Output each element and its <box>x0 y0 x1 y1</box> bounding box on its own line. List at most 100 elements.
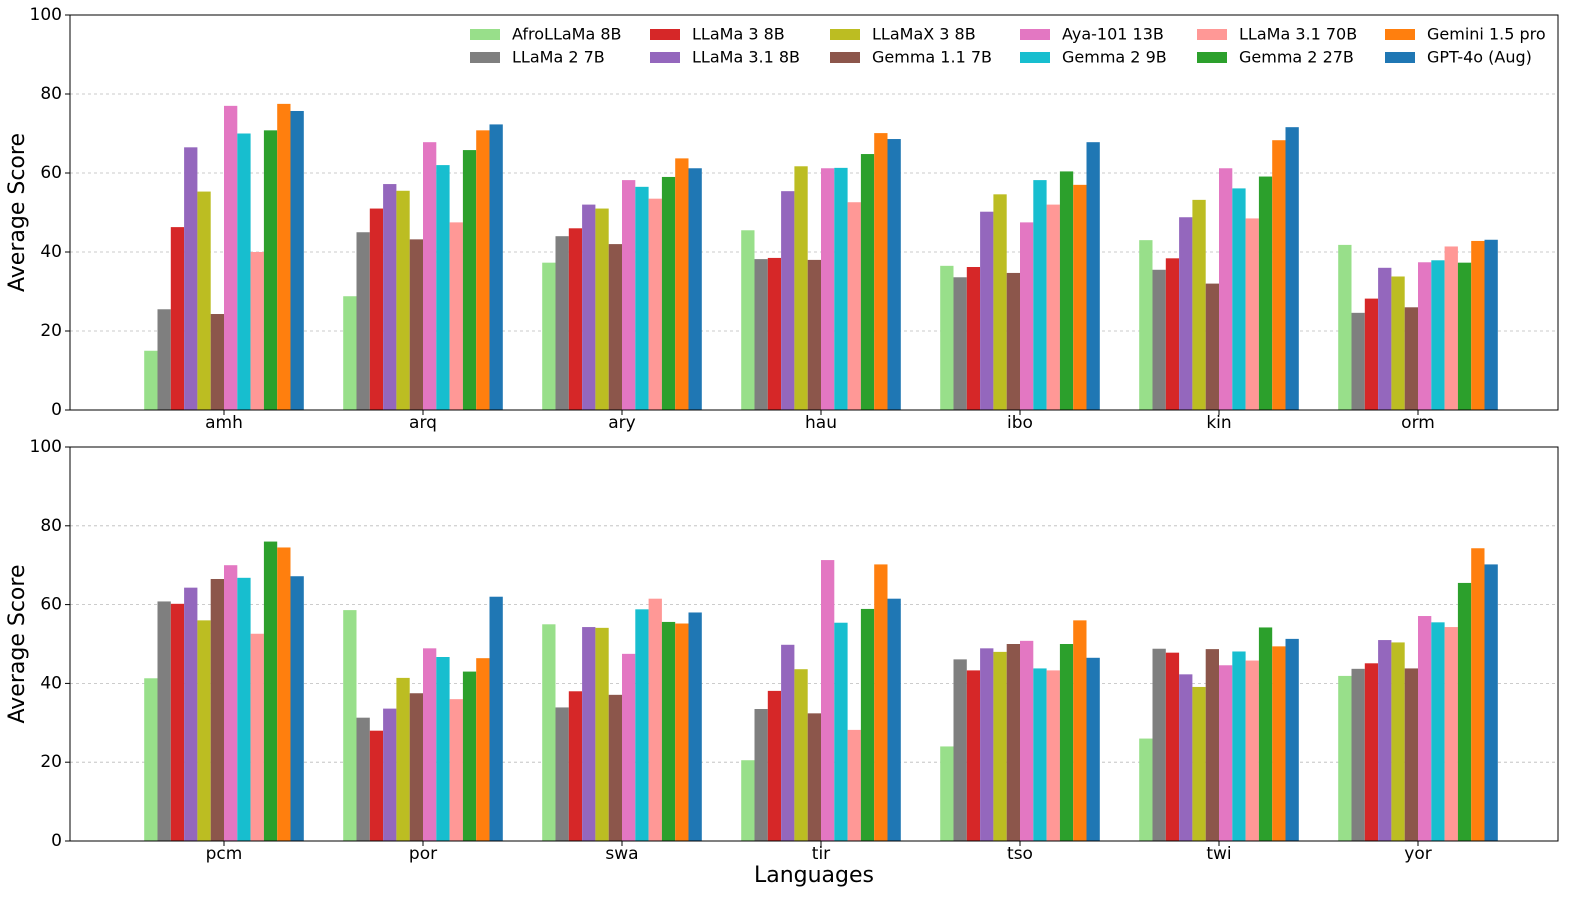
bar <box>1285 638 1299 841</box>
bar <box>1205 283 1219 410</box>
bar <box>1418 262 1432 410</box>
bar <box>1444 627 1458 841</box>
bar <box>1351 668 1365 841</box>
bar <box>847 729 861 841</box>
bar <box>436 657 450 841</box>
bar <box>1219 168 1233 410</box>
bar <box>1192 686 1206 841</box>
bar <box>356 232 370 410</box>
bar <box>953 277 967 410</box>
bar <box>1404 307 1418 410</box>
bar <box>290 576 304 841</box>
bar <box>1073 620 1087 841</box>
bar <box>1046 204 1060 410</box>
bar <box>1457 582 1472 841</box>
bar <box>608 244 622 410</box>
bar <box>595 627 609 841</box>
bar <box>688 612 702 841</box>
bar <box>1139 738 1153 841</box>
bar <box>343 296 357 410</box>
bar <box>966 267 981 410</box>
bar <box>449 222 463 410</box>
bar <box>661 176 676 410</box>
bar <box>184 147 198 410</box>
bar <box>144 350 158 410</box>
bar <box>1471 548 1485 841</box>
y-tick-label: 0 <box>51 831 62 851</box>
legend-swatch <box>1385 29 1415 40</box>
bar <box>383 184 397 410</box>
bar <box>887 598 901 841</box>
bar <box>542 262 556 410</box>
bar <box>767 690 782 841</box>
bar <box>1192 199 1206 410</box>
bar <box>1006 644 1020 841</box>
legend-label: GPT-4o (Aug) <box>1427 48 1532 67</box>
bar <box>966 670 981 841</box>
bar <box>1219 665 1233 841</box>
bar <box>980 648 994 841</box>
bar <box>250 252 264 410</box>
bar <box>1258 627 1273 841</box>
bar <box>423 142 437 410</box>
bar <box>436 165 450 410</box>
legend-swatch <box>1020 29 1050 40</box>
bar <box>277 103 291 410</box>
x-tick-label: yor <box>1404 844 1431 864</box>
bar <box>1086 657 1100 841</box>
y-tick-label: 100 <box>30 5 62 25</box>
bar <box>874 564 888 841</box>
bar <box>582 627 596 841</box>
bar <box>1272 646 1286 841</box>
y-tick-label: 80 <box>40 516 62 536</box>
bar <box>396 190 410 410</box>
x-tick-label: tso <box>1007 844 1033 864</box>
y-tick-label: 40 <box>40 242 62 262</box>
y-tick-label: 60 <box>40 163 62 183</box>
bar <box>1364 663 1379 841</box>
bar <box>210 314 224 410</box>
bar <box>1152 648 1166 841</box>
bar <box>462 150 477 410</box>
y-tick-label: 80 <box>40 84 62 104</box>
bar <box>794 166 808 410</box>
y-tick-label: 0 <box>51 400 62 420</box>
bar <box>170 603 185 841</box>
legend-label: LLaMa 3.1 8B <box>692 48 800 67</box>
bar <box>794 669 808 841</box>
bar <box>1033 180 1047 410</box>
bar <box>595 208 609 410</box>
legend-swatch <box>650 29 680 40</box>
bar <box>197 191 211 410</box>
x-tick-label: hau <box>805 413 837 433</box>
bar <box>688 168 702 410</box>
legend-label: Gemma 1.1 7B <box>872 48 992 67</box>
bar <box>741 230 755 410</box>
bar <box>622 180 636 410</box>
bar <box>1378 267 1392 410</box>
bar <box>224 105 238 410</box>
legend-label: Aya-101 13B <box>1062 25 1164 44</box>
bar <box>157 601 171 841</box>
bar <box>807 259 821 410</box>
bar <box>476 130 490 410</box>
x-tick-label: por <box>409 844 437 864</box>
bar <box>170 227 185 410</box>
legend-swatch <box>1197 29 1227 40</box>
bar <box>860 608 875 841</box>
bar <box>157 309 171 410</box>
bar <box>343 610 357 841</box>
bar <box>741 760 755 841</box>
bar <box>1020 640 1034 841</box>
bar <box>1205 649 1219 841</box>
bar <box>423 648 437 841</box>
bar <box>993 651 1007 841</box>
bar <box>250 633 264 841</box>
bar <box>1059 644 1074 841</box>
bar <box>489 596 503 841</box>
legend-label: Gemma 2 9B <box>1062 48 1167 67</box>
y-tick-label: 20 <box>40 752 62 772</box>
bar <box>953 659 967 841</box>
bar <box>1404 668 1418 841</box>
